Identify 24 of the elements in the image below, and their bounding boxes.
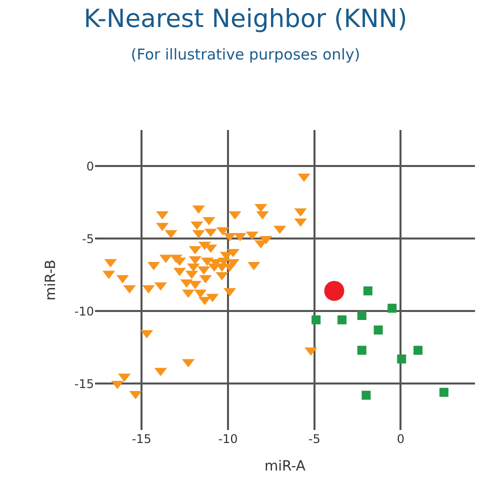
x-tick-label: -10 [218, 432, 238, 446]
point [362, 390, 371, 400]
y-axis-title: miR-B [42, 260, 59, 300]
point [374, 326, 383, 334]
y-tick-label: 0 [86, 159, 94, 174]
y-tick-label: -10 [74, 304, 94, 318]
point [363, 286, 372, 296]
y-tick-label: -5 [82, 232, 94, 246]
point [338, 315, 346, 324]
point [397, 354, 406, 364]
point [357, 311, 366, 320]
x-axis-title: miR-A [264, 458, 306, 474]
chart-title: K-Nearest Neighbor (KNN) [84, 4, 408, 33]
point [414, 346, 422, 355]
chart-subtitle: (For illustrative purposes only) [130, 45, 360, 64]
point [388, 304, 397, 313]
point [357, 346, 366, 355]
x-tick-label: -15 [132, 432, 152, 446]
point [324, 280, 344, 301]
point [312, 315, 321, 324]
y-tick-label: -15 [74, 376, 94, 391]
x-tick-label: -5 [308, 432, 320, 446]
point [439, 388, 448, 397]
x-tick-label: 0 [396, 432, 405, 446]
